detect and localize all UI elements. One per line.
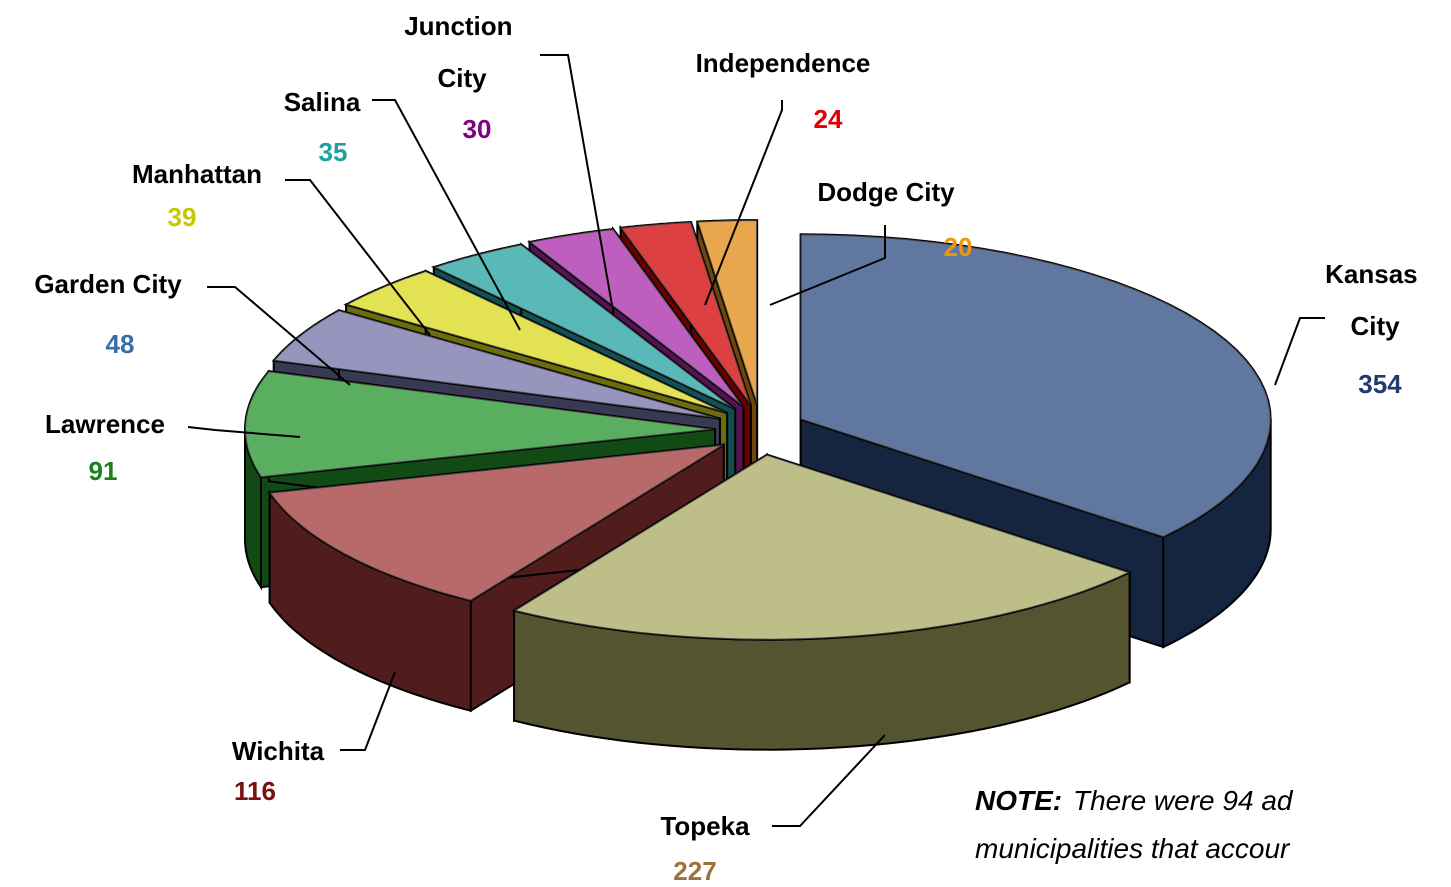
leader-line: [372, 99, 521, 331]
leader-line: [769, 225, 886, 306]
leader-line: [207, 286, 351, 386]
value-label: 20: [944, 232, 973, 262]
slice-highlight: [269, 444, 724, 601]
category-label: Dodge City: [817, 177, 955, 207]
slice: [271, 309, 721, 420]
slice: [267, 443, 725, 602]
value-label: 39: [168, 202, 197, 232]
leader-line: [285, 179, 431, 336]
note-line: municipalities that accour: [975, 833, 1291, 864]
labels: Kansas City 354 Topeka 227 Wichita 116 Lawrenc…: [34, 11, 1425, 886]
leader-line: [704, 100, 783, 306]
value-label: 48: [106, 329, 135, 359]
pie: [243, 219, 1272, 751]
category-label: Independence: [696, 48, 871, 78]
slice-highlight: [529, 229, 744, 407]
slice: [799, 233, 1272, 539]
slice-highlight: [346, 271, 728, 413]
slice: [695, 219, 759, 406]
slice: [431, 243, 736, 411]
value-label: 24: [814, 104, 843, 134]
leader-line: [540, 54, 613, 306]
leader-line: [772, 734, 886, 827]
leader-line: [340, 671, 396, 751]
slice-highlight: [273, 310, 720, 419]
slice: [511, 453, 1133, 641]
slice: [243, 370, 716, 479]
value-label: 227: [673, 856, 716, 886]
category-label: Junction City: [404, 11, 520, 93]
category-label: Salina: [284, 87, 361, 117]
slice-highlight: [245, 371, 715, 478]
value-label: 91: [89, 456, 118, 486]
slice-highlight: [514, 454, 1130, 640]
slice: [618, 220, 752, 407]
slice-highlight: [697, 220, 758, 406]
slice: [343, 269, 728, 414]
value-label: 35: [319, 137, 348, 167]
category-label: Topeka: [660, 811, 750, 841]
slice-highlight: [433, 244, 736, 410]
slice-highlight: [620, 222, 751, 406]
value-label: 116: [234, 776, 276, 806]
value-label: 354: [1358, 369, 1402, 399]
slice: [527, 227, 745, 408]
note-title: NOTE:: [975, 785, 1062, 816]
category-label: Manhattan: [132, 159, 262, 189]
category-label: Wichita: [232, 736, 325, 766]
category-label: Kansas City: [1325, 259, 1425, 341]
category-label: Garden City: [34, 269, 182, 299]
leader-line: [1274, 317, 1325, 386]
value-label: 30: [463, 114, 492, 144]
leader-line: [187, 426, 301, 438]
category-label: Lawrence: [45, 409, 165, 439]
slice-highlight: [800, 234, 1271, 538]
note-line: There were 94 ad: [1073, 785, 1294, 816]
